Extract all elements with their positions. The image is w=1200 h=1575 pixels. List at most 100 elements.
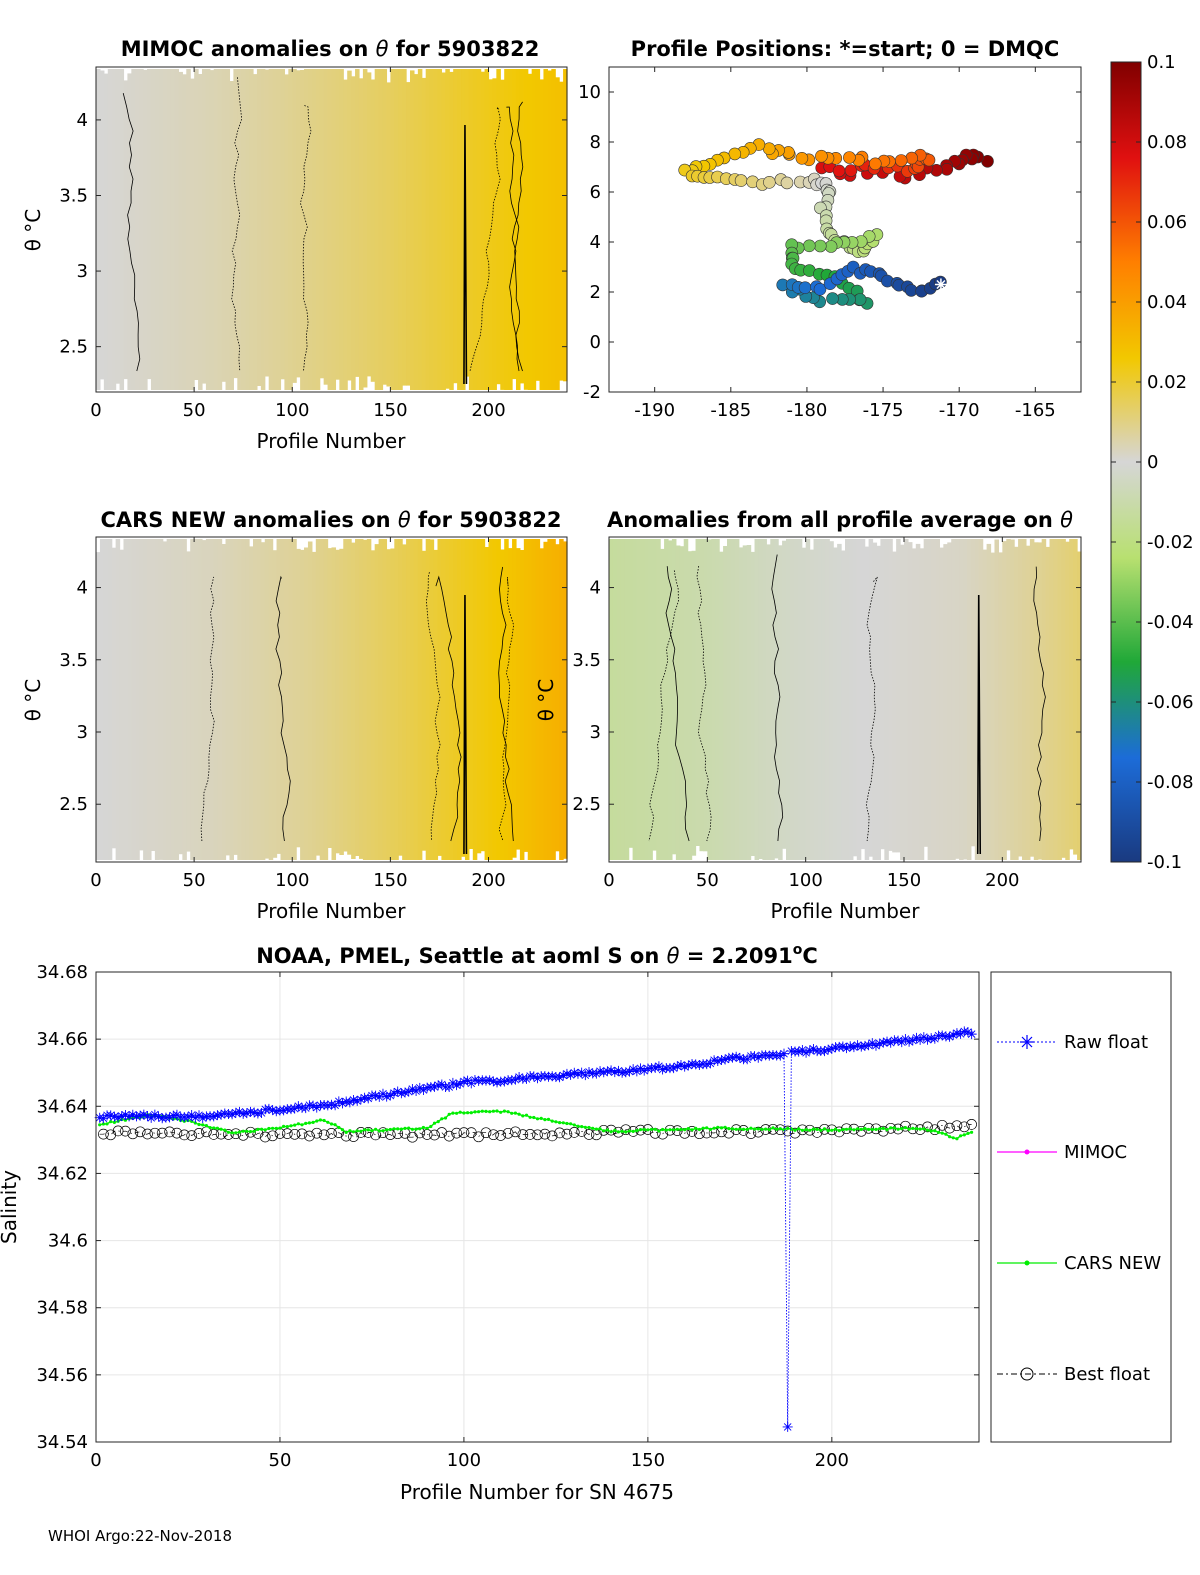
heatmap-cell [480,539,486,852]
heatmap-cell [410,539,415,860]
raw-float-point [422,1082,433,1093]
heatmap-cell [253,539,258,860]
mimoc-axis-ticks: 0 50 100 150 200 2.5 3 3.5 4 [59,67,567,421]
heatmap-cell [249,69,254,390]
y-tick-label: 34.56 [36,1365,88,1386]
heatmap-cell [288,69,293,390]
heatmap-cell [461,69,466,390]
raw-float-point [227,1109,238,1120]
heatmap-cell [1018,539,1023,857]
salinity-axis-ticks: 0 50 100 150 200 34.54 34.56 34.58 34.6 34.62 34.6… [36,962,979,1471]
heatmap-cell [406,539,411,860]
heatmap-cell [782,540,787,849]
heatmap-cell [268,69,274,390]
heatmap-cell [559,539,564,860]
raw-float-point [171,1109,182,1120]
heatmap-cell [170,539,176,860]
heatmap-cell [1033,542,1039,860]
heatmap-cell [229,81,234,390]
heatmap-cell [746,545,752,860]
heatmap-cell [123,539,128,860]
y-tick-label: 2.5 [59,337,88,358]
heatmap-cell [762,539,767,860]
heatmap-cell [417,69,423,390]
colorbar-tick-label: -0.06 [1147,692,1194,713]
heatmap-cell [374,69,380,390]
heatmap-cell [386,82,391,387]
heatmap-cell [123,80,128,380]
heatmap-cell [429,69,435,390]
heatmap-cell [335,69,340,380]
raw-float-series [94,1026,977,1432]
heatmap-cell [315,539,321,856]
heatmap-cell [292,69,297,383]
heatmap-cell [730,539,736,860]
heatmap-cell [162,541,168,860]
heatmap-cell [805,539,811,860]
heatmap-cell [825,539,830,860]
heatmap-cell [966,539,972,860]
profile-position-point [728,147,742,161]
y-tick-label: 2 [590,282,601,303]
y-tick-label: -2 [583,382,601,403]
heatmap-cell [943,544,948,860]
profile-position-point [832,164,846,178]
raw-float-point [484,1075,495,1086]
heatmap-cell [127,539,132,860]
x-tick-label: 0 [90,1450,101,1471]
heatmap-cell [209,70,215,390]
heatmap-cell [864,546,870,860]
heatmap-cell [331,69,337,390]
heatmap-cell [512,69,517,380]
heatmap-cell [539,79,545,391]
heatmap-cell [225,69,231,390]
y-tick-label: 0 [590,332,601,353]
colorbar-ticks: 0.1 0.08 0.06 0.04 0.02 0 -0.02 -0.04 -0.06 -0.08… [1111,52,1194,873]
raw-float-point [455,1078,466,1089]
heatmap-cell [555,544,560,852]
heatmap-cell [186,551,191,852]
heatmap-cell [139,69,144,390]
heatmap-cell [280,539,285,860]
heatmap-cell [555,77,560,391]
heatmap-cell [880,539,885,850]
best-float-point [517,1129,529,1140]
anomalies-ylabel: θ °C [534,679,558,722]
heatmap-cell [237,539,242,860]
heatmap-cell [531,539,537,860]
heatmap-cell [150,539,156,851]
x-tick-label: 200 [471,400,505,421]
x-tick-label: 50 [183,400,206,421]
x-tick-label: 150 [373,870,407,891]
heatmap-cell [433,549,439,860]
heatmap-cell [154,539,160,860]
heatmap-cell [476,539,482,854]
heatmap-cell [707,539,712,860]
profile-position-point [826,292,839,305]
y-tick-label: 34.68 [36,962,88,983]
positions-panel: Profile Positions: *=start; 0 = DMQC -19… [578,37,1082,421]
heatmap-cell [296,70,301,378]
heatmap-cell [241,539,246,860]
contour-line [509,101,524,372]
heatmap-cell [527,539,533,860]
heatmap-cell [276,69,282,390]
best-float-point [568,1127,580,1138]
heatmap-cell [284,74,289,391]
heatmap-cell [695,539,701,846]
best-float-point [480,1127,492,1139]
raw-float-point [249,1107,260,1118]
heatmap-cell [99,70,105,380]
heatmap-cell [276,539,282,854]
cars-contours [200,566,515,855]
heatmap-cell [347,539,352,855]
raw-float-point [650,1062,661,1073]
heatmap-cell [413,74,419,390]
legend-label-mimoc: MIMOC [1064,1142,1127,1163]
best-float-point [458,1127,470,1138]
heatmap-cell [107,69,113,390]
heatmap-cell [296,548,301,848]
heatmap-cell [770,539,775,860]
heatmap-cell [1014,546,1019,860]
heatmap-cell [323,539,329,860]
